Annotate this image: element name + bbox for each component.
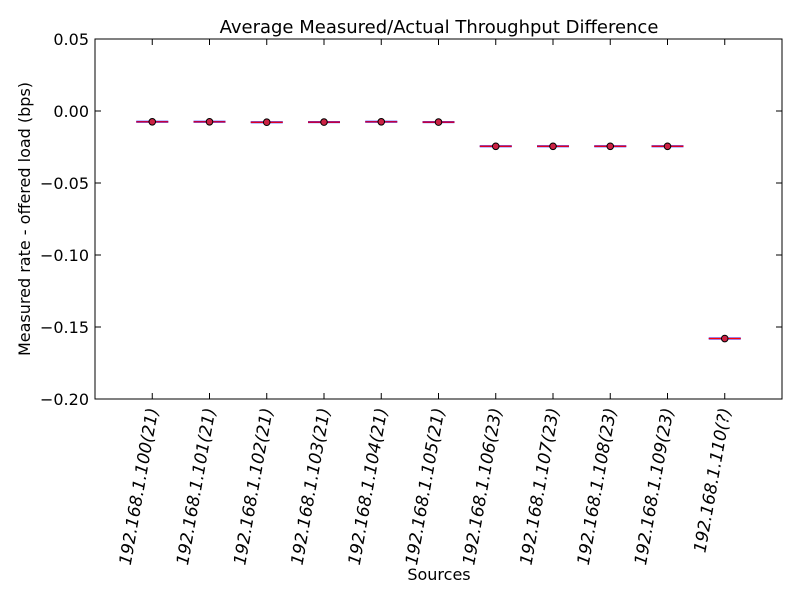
outlier-point	[377, 118, 386, 126]
outlier-point	[262, 118, 271, 127]
x-tick-label: 192.168.1.101(21)	[173, 406, 220, 566]
outlier-point	[148, 118, 157, 126]
y-tick-label: −0.05	[40, 174, 89, 193]
chart-title: Average Measured/Actual Throughput Diffe…	[220, 17, 659, 38]
outlier-point	[549, 142, 557, 151]
y-tick-label: 0.00	[53, 102, 89, 121]
outlier-point	[606, 142, 615, 151]
x-tick-label: 192.168.1.100(21)	[116, 406, 163, 566]
x-tick-label: 192.168.1.103(21)	[288, 406, 335, 566]
outlier-point	[720, 334, 729, 343]
x-tick-label: 192.168.1.108(23)	[574, 406, 621, 566]
outlier-point	[663, 142, 672, 151]
x-tick-label: 192.168.1.110(?)	[691, 406, 736, 554]
y-tick-label: −0.10	[40, 246, 89, 265]
outlier-point	[434, 118, 443, 126]
y-tick-label: 0.05	[53, 30, 89, 49]
y-tick-label: −0.20	[40, 390, 89, 409]
x-tick-label: 192.168.1.106(23)	[459, 406, 506, 566]
x-axis-label: Sources	[407, 565, 470, 584]
axes-frame	[94, 38, 783, 400]
x-tick-label: 192.168.1.102(21)	[230, 406, 277, 566]
outlier-point	[205, 118, 214, 126]
plot-area: 0.05 0.00 −0.05 −0.10 −0.15 −0.20 192.168.1.10…	[40, 30, 783, 567]
y-axis-label: Measured rate - offered load (bps)	[15, 82, 34, 356]
x-tick-label: 192.168.1.105(21)	[402, 406, 449, 566]
x-tick-label: 192.168.1.104(21)	[345, 406, 392, 566]
outlier-point	[491, 142, 500, 151]
x-tick-label: 192.168.1.107(23)	[517, 406, 564, 566]
outlier-point	[320, 118, 328, 126]
x-tick-label: 192.168.1.109(23)	[631, 406, 678, 566]
y-tick-label: −0.15	[40, 318, 89, 337]
